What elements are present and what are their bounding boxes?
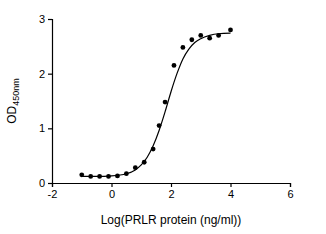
tick-mark	[48, 19, 52, 20]
tick-mark	[48, 183, 52, 184]
tick-label: 4	[228, 188, 234, 200]
tick: 6	[287, 183, 293, 200]
data-point	[163, 100, 168, 105]
tick: -2	[48, 183, 58, 200]
data-point	[189, 37, 194, 42]
plot: -202460123	[39, 13, 294, 200]
tick: 4	[228, 183, 234, 200]
tick-label: 1	[39, 122, 45, 134]
tick: 0	[39, 177, 52, 189]
tick: 0	[109, 183, 115, 200]
tick-mark	[111, 183, 112, 187]
tick-label: 2	[168, 188, 174, 200]
tick-label: 0	[109, 188, 115, 200]
tick: 2	[39, 68, 52, 80]
y-axis-title: OD450nm	[5, 78, 21, 124]
tick-label: 3	[39, 13, 45, 25]
chart: -202460123Log(PRLR protein (ng/ml))OD450…	[0, 0, 326, 234]
marks	[79, 28, 233, 179]
tick-mark	[48, 74, 52, 75]
data-point	[172, 63, 177, 68]
data-point	[181, 45, 186, 50]
x-axis: -2 0 2 4 6	[48, 183, 294, 200]
tick: 2	[168, 183, 174, 200]
tick: 1	[39, 122, 52, 134]
tick-mark	[290, 183, 291, 187]
tick-mark	[230, 183, 231, 187]
tick-label: 6	[287, 188, 293, 200]
tick-label: 2	[39, 68, 45, 80]
tick-mark	[48, 128, 52, 129]
tick: 3	[39, 13, 52, 25]
data-point	[198, 33, 203, 38]
y-axis-line	[48, 20, 53, 184]
tick-label: -2	[48, 188, 58, 200]
x-axis-title: Log(PRLR protein (ng/ml))	[101, 213, 242, 227]
fit-line	[82, 33, 231, 176]
tick-mark	[171, 183, 172, 187]
x-axis-line	[53, 184, 291, 188]
tick-label: 0	[39, 177, 45, 189]
data-point	[228, 28, 233, 33]
y-axis: 0 1 2 3	[39, 13, 53, 189]
